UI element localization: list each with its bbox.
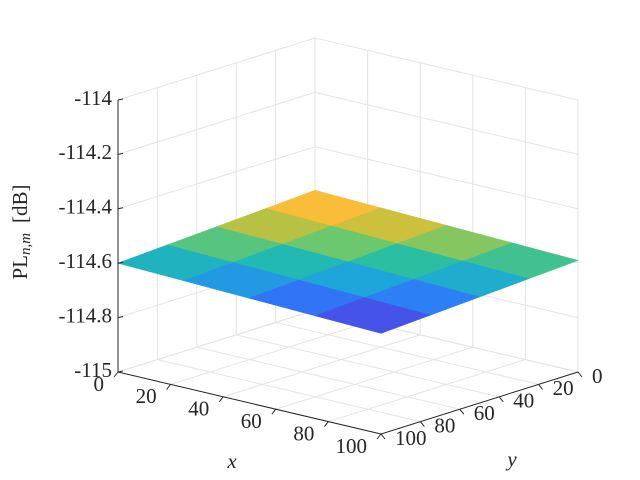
y-axis-line (380, 371, 579, 435)
axes: 0 20 40 60 80 100 0 20 40 60 80 100 -115 -114.8 -114.6… (59, 86, 603, 458)
y-tick-label: 60 (474, 401, 495, 425)
grid-line (236, 334, 500, 398)
x-tick-label: 80 (293, 421, 314, 445)
grid-line (275, 346, 473, 410)
x-tick (113, 371, 119, 378)
grid-line (314, 146, 579, 210)
grid-line (117, 37, 316, 101)
grid-line (157, 359, 421, 423)
x-tick (218, 396, 224, 403)
x-axis-line (117, 371, 382, 435)
grid-line (314, 37, 579, 101)
z-tick-label: -114.6 (59, 249, 112, 273)
y-tick-label: 0 (592, 364, 603, 388)
y-tick (420, 421, 425, 427)
z-label-main: PL (8, 255, 32, 280)
grid-line (223, 334, 421, 398)
x-tick (166, 384, 171, 390)
y-tick (498, 396, 504, 403)
x-tick-label: 0 (94, 372, 105, 396)
z-tick (117, 316, 124, 319)
grid-line (117, 146, 316, 210)
z-tick-label: -114.8 (59, 303, 112, 327)
z-tick-label: -114.2 (59, 140, 112, 164)
y-tick (380, 433, 386, 440)
z-label-sub: n,m (18, 233, 34, 255)
z-label-unit: [dB] (8, 184, 32, 223)
y-tick-label: 20 (553, 376, 574, 400)
y-tick (459, 408, 465, 415)
x-tick-label: 100 (336, 434, 368, 458)
x-tick (324, 421, 329, 427)
y-tick-label: 40 (513, 389, 534, 413)
z-tick-label: -114 (74, 86, 112, 110)
y-tick (538, 384, 543, 390)
y-tick-label: 80 (434, 413, 455, 437)
x-tick-label: 60 (241, 409, 262, 433)
surface (117, 190, 579, 334)
z-tick (117, 98, 124, 101)
x-tick (376, 433, 382, 440)
y-axis-label: y (505, 447, 517, 471)
y-tick-label: 100 (395, 426, 427, 450)
x-axis-label: x (226, 449, 237, 473)
grid-line (170, 321, 368, 385)
z-axis-label: PLn,m [dB] (8, 184, 35, 279)
z-tick-label: -115 (74, 358, 112, 382)
x-tick (271, 408, 277, 415)
grid-line (196, 346, 460, 410)
grid-line (275, 321, 539, 385)
z-tick (117, 207, 124, 210)
grid-line (117, 309, 316, 373)
z-tick (117, 370, 124, 373)
grid-line (117, 91, 316, 155)
grid-line (328, 359, 526, 423)
y-tick (577, 371, 583, 378)
x-tick-label: 20 (136, 384, 157, 408)
grid-line (314, 91, 579, 155)
surface-patch (314, 297, 432, 334)
x-tick-label: 40 (188, 397, 209, 421)
z-tick (117, 152, 124, 155)
z-tick (117, 261, 124, 264)
z-tick-label: -114.4 (59, 195, 113, 219)
